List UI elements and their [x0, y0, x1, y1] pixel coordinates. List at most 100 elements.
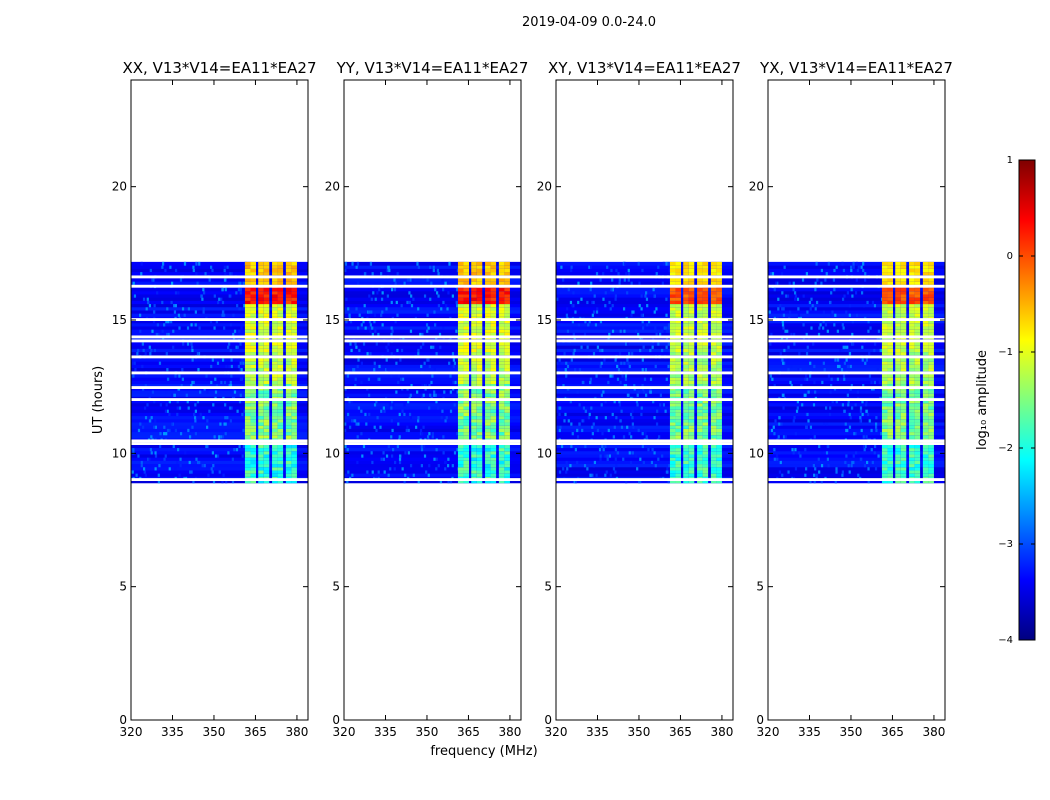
heatmap-cell — [291, 306, 297, 311]
heatmap-cell — [277, 271, 284, 276]
heatmap-cell — [498, 479, 505, 484]
heatmap-cell — [804, 473, 807, 477]
heatmap-cell — [457, 473, 464, 477]
heatmap-cell — [928, 367, 934, 372]
heatmap-cell — [779, 303, 782, 308]
heatmap-cell — [504, 409, 510, 413]
heatmap-cell — [277, 345, 284, 349]
heatmap-cell — [842, 325, 845, 330]
heatmap-cell — [895, 329, 901, 333]
heatmap-cell — [438, 332, 442, 337]
heatmap-cell — [385, 306, 388, 311]
heatmap-cell — [596, 306, 599, 311]
heatmap-cell — [702, 463, 709, 468]
heatmap-row — [344, 460, 521, 465]
heatmap-cell — [242, 428, 245, 433]
heatmap-cell — [291, 383, 297, 388]
heatmap-cell — [485, 418, 491, 423]
heatmap-cell — [922, 303, 929, 308]
heatmap-cell — [285, 447, 292, 452]
heatmap-cell — [556, 290, 559, 295]
heatmap-cell — [291, 402, 297, 407]
heatmap-cell — [658, 434, 661, 439]
heatmap-cell — [922, 364, 929, 369]
heatmap-cell — [504, 287, 510, 292]
heatmap-cell — [863, 463, 867, 468]
heatmap-cell — [425, 469, 428, 474]
heatmap-cell — [263, 444, 270, 449]
heatmap-cell — [422, 425, 425, 429]
heatmap-cell — [463, 319, 470, 324]
heatmap-cell — [409, 329, 413, 333]
heatmap-cell — [895, 450, 901, 455]
heatmap-cell — [229, 405, 232, 410]
heatmap-cell — [587, 322, 590, 327]
heatmap-cell — [770, 428, 774, 433]
heatmap-cell — [351, 473, 354, 477]
heatmap-cell — [277, 402, 284, 407]
heatmap-cell — [772, 425, 775, 429]
heatmap-cell — [688, 329, 695, 333]
x-tick-label: 365 — [244, 725, 267, 739]
heatmap-cell — [485, 332, 491, 337]
gap-row — [768, 478, 945, 481]
heatmap-cell — [360, 361, 364, 365]
heatmap-cell — [376, 290, 379, 295]
heatmap-cell — [827, 261, 830, 266]
heatmap-cell — [887, 271, 894, 276]
heatmap-cell — [623, 329, 626, 333]
x-tick-label: 335 — [798, 725, 821, 739]
heatmap-cell — [813, 473, 816, 477]
heatmap-cell — [589, 287, 592, 292]
heatmap-cell — [498, 412, 505, 417]
heatmap-cell — [914, 377, 921, 381]
heatmap-cell — [457, 431, 464, 436]
heatmap-cell — [430, 380, 433, 385]
heatmap-cell — [199, 412, 202, 417]
heatmap-cell — [167, 332, 170, 337]
heatmap-cell — [244, 463, 251, 468]
heatmap-row — [556, 466, 733, 471]
heatmap-cell — [572, 332, 575, 337]
heatmap-cell — [790, 364, 793, 369]
heatmap-cell — [864, 361, 867, 365]
heatmap-cell — [504, 447, 510, 452]
heatmap-cell — [688, 313, 695, 317]
heatmap-cell — [457, 306, 464, 311]
heatmap-cell — [909, 373, 915, 378]
heatmap-cell — [471, 306, 477, 311]
heatmap-cell — [428, 431, 431, 436]
heatmap-cell — [868, 373, 872, 378]
heatmap-cell — [683, 268, 689, 273]
heatmap-cell — [504, 265, 510, 269]
heatmap-cell — [626, 425, 629, 429]
heatmap-cell — [887, 463, 894, 468]
heatmap-cell — [490, 351, 497, 356]
heatmap-cell — [716, 399, 722, 404]
heatmap-cell — [277, 415, 284, 420]
heatmap-cell — [683, 405, 689, 410]
heatmap-cell — [213, 466, 216, 471]
heatmap-cell — [887, 447, 894, 452]
heatmap-cell — [675, 405, 682, 410]
heatmap-cell — [860, 265, 863, 269]
heatmap-cell — [697, 281, 703, 285]
heatmap-cell — [683, 303, 689, 308]
heatmap-cell — [258, 405, 264, 410]
heatmap-row — [344, 290, 521, 295]
heatmap-cell — [805, 412, 808, 417]
heatmap-cell — [675, 463, 682, 468]
heatmap-row — [556, 421, 733, 426]
heatmap-cell — [490, 300, 497, 305]
heatmap-cell — [471, 453, 477, 458]
heatmap-cell — [452, 364, 455, 369]
heatmap-cell — [637, 479, 641, 484]
heatmap-cell — [345, 297, 348, 301]
heatmap-cell — [653, 450, 656, 455]
heatmap-cell — [369, 351, 372, 356]
heatmap-cell — [277, 399, 284, 404]
heatmap-cell — [471, 261, 477, 266]
heatmap-cell — [697, 466, 703, 471]
heatmap-cell — [881, 341, 888, 346]
heatmap-cell — [347, 469, 350, 474]
